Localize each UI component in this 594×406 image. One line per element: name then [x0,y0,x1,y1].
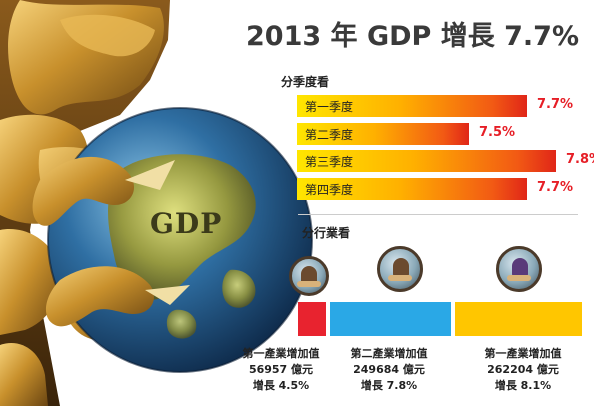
industry-label: 第二產業增加值 249684 億元 增長 7.8% [314,346,464,394]
industry-bar [454,302,582,336]
quarter-bar [297,178,527,200]
section-label-quarterly: 分季度看 [281,75,330,89]
industry-growth-label: 增長 7.8% [360,379,418,392]
quarter-label: 第三季度 [305,155,354,169]
quarter-value-label: 7.7% [537,180,574,195]
section-divider [298,214,578,215]
industry-bar [298,302,326,336]
service-worker-icon [496,246,542,292]
section-label-industry: 分行業看 [302,226,351,240]
industry-growth-label: 增長 8.1% [494,379,552,392]
dragon-claws [32,156,190,327]
industry-label: 第一產業增加值 56957 億元 增長 4.5% [206,346,356,394]
quarter-bar [297,150,556,172]
factory-worker-icon [377,246,423,292]
quarter-row: 第三季度 7.8% [297,150,594,172]
quarter-label: 第一季度 [305,100,354,114]
quarter-value-label: 7.5% [479,125,516,140]
industry-name: 第一產業增加值 [242,347,320,360]
industry-value-label: 249684 億元 [353,363,425,376]
quarter-row: 第一季度 7.7% [297,95,587,117]
industry-label: 第一產業增加值 262204 億元 增長 8.1% [448,346,594,394]
globe [47,107,313,373]
quarter-value-label: 7.8% [566,152,594,167]
quarter-value-label: 7.7% [537,97,574,112]
quarter-label: 第四季度 [305,183,354,197]
chart-title: 2013 年 GDP 增長 7.7% [246,21,579,52]
industry-value-label: 56957 億元 [248,363,314,376]
industry-name: 第一產業增加值 [484,347,562,360]
quarter-row: 第二季度 7.5% [297,123,529,145]
industry-name: 第二產業增加值 [350,347,428,360]
industry-bar [329,302,451,336]
quarter-bar [297,123,469,145]
quarter-bar [297,95,527,117]
globe-label: GDP [150,207,223,240]
quarter-row: 第四季度 7.7% [297,178,587,200]
farmer-icon [289,256,329,296]
industry-value-label: 262204 億元 [487,363,559,376]
quarter-label: 第二季度 [305,128,354,142]
industry-growth-label: 增長 4.5% [252,379,310,392]
